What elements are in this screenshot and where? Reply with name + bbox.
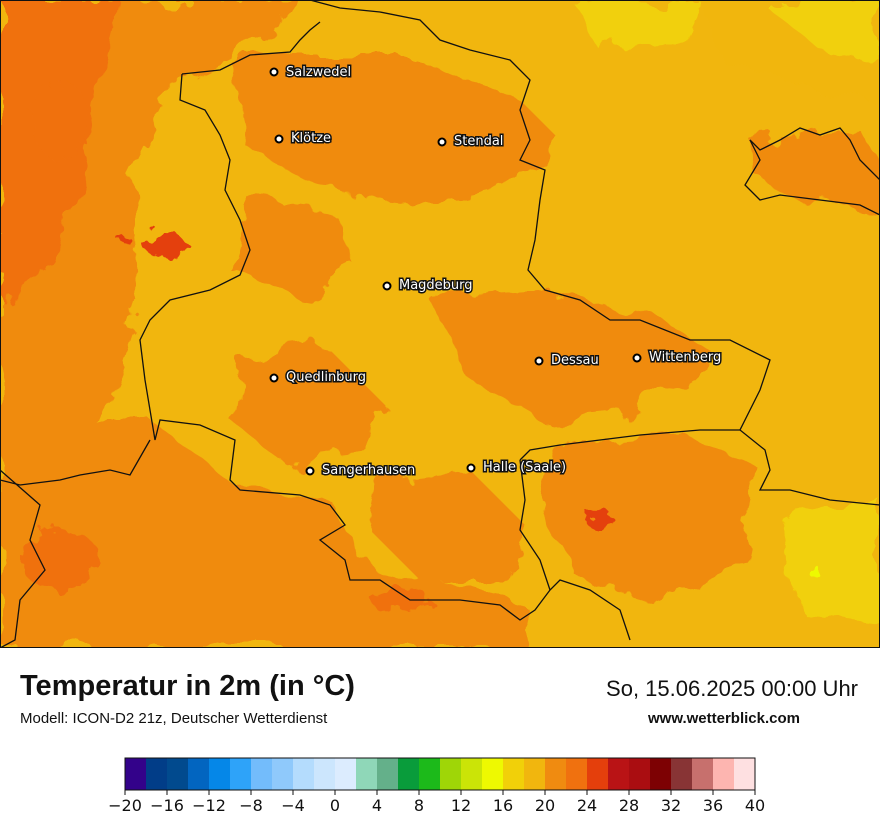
- city-dot-icon: [269, 67, 279, 77]
- city-dot-icon: [437, 137, 447, 147]
- legend-tick-label: −12: [192, 796, 226, 815]
- legend-swatch: [482, 758, 504, 790]
- city-dessau[interactable]: Dessau: [534, 352, 600, 370]
- legend-swatch: [335, 758, 357, 790]
- legend-swatch: [734, 758, 756, 790]
- city-kloetze[interactable]: Klötze: [274, 130, 333, 148]
- legend-swatch: [503, 758, 525, 790]
- city-label: Dessau: [551, 353, 599, 368]
- legend-tick-label: 0: [330, 796, 340, 815]
- legend-tick-label: 36: [703, 796, 723, 815]
- hot-spots: [20, 80, 821, 612]
- legend-swatch: [608, 758, 630, 790]
- legend-tick-label: 20: [535, 796, 555, 815]
- city-wittenberg[interactable]: Wittenberg: [632, 349, 723, 367]
- temperature-map-svg: Salzwedel Klötze Stendal Magdeburg Dessa…: [0, 0, 880, 648]
- legend-swatch: [419, 758, 441, 790]
- city-sangerhausen[interactable]: Sangerhausen: [305, 462, 417, 480]
- legend-swatch: [146, 758, 168, 790]
- legend-swatch: [587, 758, 609, 790]
- legend-tick-label: 16: [493, 796, 513, 815]
- legend-swatch: [629, 758, 651, 790]
- legend-tick-label: 40: [745, 796, 765, 815]
- city-salzwedel[interactable]: Salzwedel: [269, 64, 353, 82]
- city-label: Klötze: [291, 131, 331, 146]
- city-dot-icon: [274, 134, 284, 144]
- legend-swatch: [209, 758, 231, 790]
- legend-tick-label: −16: [150, 796, 184, 815]
- city-markers: Salzwedel Klötze Stendal Magdeburg Dessa…: [269, 64, 723, 480]
- city-label: Stendal: [454, 134, 503, 149]
- city-label: Magdeburg: [399, 278, 473, 293]
- color-legend: −20 −16 −12 −8 −4 0 4 8 12 16 20 24 28 32 36 40: [0, 750, 880, 830]
- legend-swatch: [314, 758, 336, 790]
- city-dot-icon: [466, 463, 476, 473]
- city-dot-icon: [534, 356, 544, 366]
- legend-swatch: [251, 758, 273, 790]
- city-label: Sangerhausen: [322, 463, 415, 478]
- legend-tick-label: 32: [661, 796, 681, 815]
- forecast-date: So, 15.06.2025 00:00 Uhr: [606, 676, 858, 701]
- legend-swatch: [377, 758, 399, 790]
- legend-tick-label: −8: [239, 796, 263, 815]
- legend-swatch: [545, 758, 567, 790]
- legend-swatch: [692, 758, 714, 790]
- legend-swatch: [524, 758, 546, 790]
- legend-swatch: [356, 758, 378, 790]
- weather-map: Salzwedel Klötze Stendal Magdeburg Dessa…: [0, 0, 880, 648]
- city-stendal[interactable]: Stendal: [437, 133, 505, 151]
- legend-frame: [124, 757, 756, 791]
- city-label: Salzwedel: [286, 65, 351, 80]
- website-link[interactable]: www.wetterblick.com: [648, 710, 800, 727]
- city-dot-icon: [269, 373, 279, 383]
- legend-swatch: [566, 758, 588, 790]
- state-borders: [0, 0, 880, 648]
- city-magdeburg[interactable]: Magdeburg: [382, 277, 474, 295]
- legend-tick-label: 8: [414, 796, 424, 815]
- legend-swatch: [461, 758, 483, 790]
- city-halle[interactable]: Halle (Saale): [466, 459, 568, 477]
- city-dot-icon: [632, 353, 642, 363]
- legend-tick-label: −20: [108, 796, 142, 815]
- legend-swatch: [272, 758, 294, 790]
- city-quedlinburg[interactable]: Quedlinburg: [269, 369, 368, 387]
- legend-swatch: [671, 758, 693, 790]
- legend-tick-label: 28: [619, 796, 639, 815]
- legend-swatch: [188, 758, 210, 790]
- legend-swatch: [293, 758, 315, 790]
- legend-swatch: [398, 758, 420, 790]
- legend-svg: −20 −16 −12 −8 −4 0 4 8 12 16 20 24 28 32 36 40: [108, 757, 765, 815]
- legend-swatch: [125, 758, 147, 790]
- legend-swatch: [230, 758, 252, 790]
- legend-swatch: [713, 758, 735, 790]
- legend-tick-label: −4: [281, 796, 305, 815]
- model-subtitle: Modell: ICON-D2 21z, Deutscher Wetterdie…: [20, 710, 328, 727]
- legend-swatch: [650, 758, 672, 790]
- city-dot-icon: [305, 466, 315, 476]
- city-dot-icon: [382, 281, 392, 291]
- map-title: Temperatur in 2m (in °C): [20, 670, 355, 702]
- city-label: Quedlinburg: [286, 370, 366, 385]
- legend-tick-label: 12: [451, 796, 471, 815]
- legend-swatch: [440, 758, 462, 790]
- legend-tick-label: 24: [577, 796, 597, 815]
- city-label: Wittenberg: [649, 350, 721, 365]
- legend-swatch: [167, 758, 189, 790]
- legend-tick-label: 4: [372, 796, 382, 815]
- city-label: Halle (Saale): [483, 460, 566, 475]
